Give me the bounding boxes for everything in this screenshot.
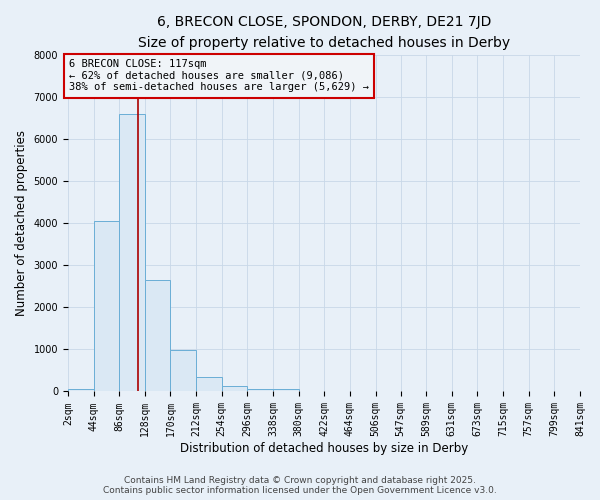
Text: 6 BRECON CLOSE: 117sqm
← 62% of detached houses are smaller (9,086)
38% of semi-: 6 BRECON CLOSE: 117sqm ← 62% of detached… [69, 59, 369, 92]
X-axis label: Distribution of detached houses by size in Derby: Distribution of detached houses by size … [180, 442, 468, 455]
Title: 6, BRECON CLOSE, SPONDON, DERBY, DE21 7JD
Size of property relative to detached : 6, BRECON CLOSE, SPONDON, DERBY, DE21 7J… [138, 15, 510, 50]
Y-axis label: Number of detached properties: Number of detached properties [15, 130, 28, 316]
Bar [94, 221, 119, 392]
Bar [145, 280, 170, 392]
Text: Contains HM Land Registry data © Crown copyright and database right 2025.
Contai: Contains HM Land Registry data © Crown c… [103, 476, 497, 495]
Bar [196, 377, 222, 392]
Bar [119, 114, 145, 392]
Bar [273, 390, 299, 392]
Bar [68, 390, 94, 392]
Bar [222, 386, 247, 392]
Bar [247, 389, 273, 392]
Bar [170, 350, 196, 392]
